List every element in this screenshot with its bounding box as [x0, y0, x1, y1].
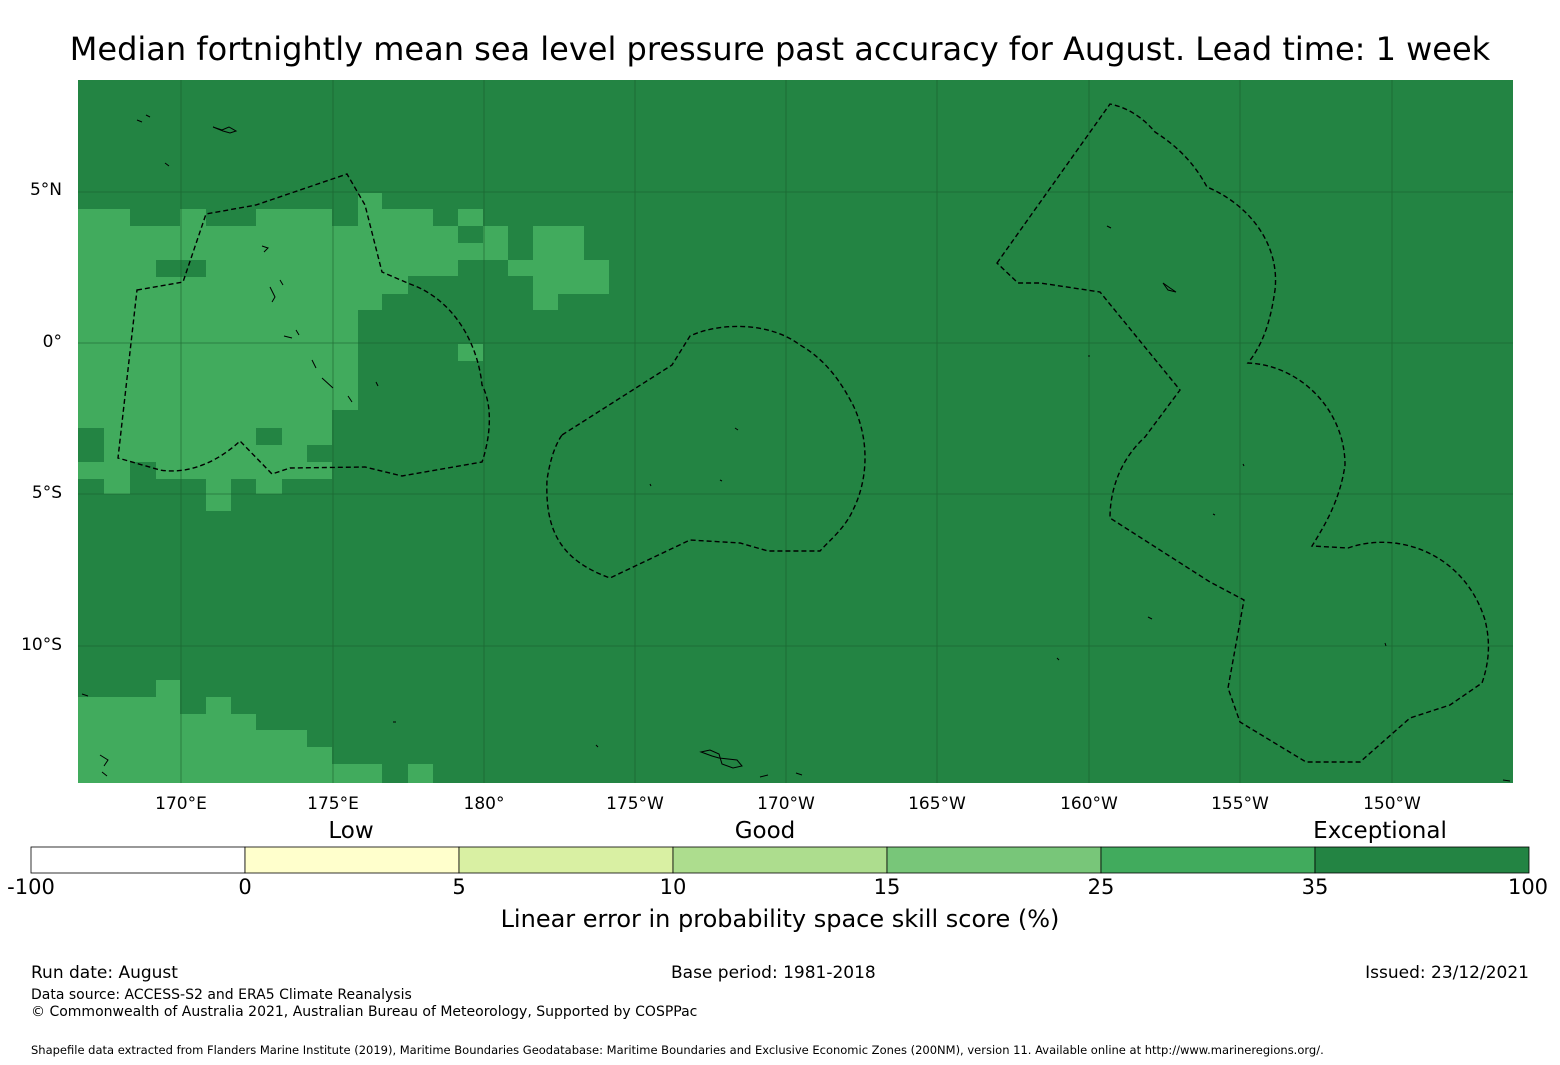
colorbar-tick: 5 [452, 875, 466, 899]
colorbar-tick: 100 [1507, 875, 1549, 899]
colorbar-segment [1100, 846, 1316, 874]
colorbar-tick: 35 [1301, 875, 1329, 899]
legend-category-exceptional: Exceptional [1313, 818, 1447, 844]
colorbar-segment [30, 846, 246, 874]
colorbar-segment [1314, 846, 1530, 874]
issued-date: Issued: 23/12/2021 [1365, 963, 1529, 983]
shapefile-attribution: Shapefile data extracted from Flanders M… [31, 1043, 1324, 1057]
lon-label: 165°W [908, 794, 966, 814]
eez-boundary-kiribati-line [996, 103, 1490, 763]
lat-label: 0° [42, 332, 62, 352]
colorbar-tick: -100 [7, 875, 55, 899]
lon-label: 150°W [1363, 794, 1421, 814]
lat-label: 5°N [29, 180, 62, 200]
legend-category-low: Low [328, 818, 374, 844]
colorbar-tick: 15 [873, 875, 901, 899]
colorbar-segment [886, 846, 1102, 874]
run-date: Run date: August [31, 963, 178, 983]
island-coastlines [81, 114, 1511, 782]
colorbar-segment [672, 846, 888, 874]
colorbar-tick: 25 [1087, 875, 1115, 899]
copyright: © Commonwealth of Australia 2021, Austra… [31, 1004, 698, 1020]
lon-label: 170°E [155, 794, 207, 814]
lon-label: 155°W [1211, 794, 1269, 814]
data-source: Data source: ACCESS-S2 and ERA5 Climate … [31, 987, 412, 1003]
eez-boundary-kiribati-gilberts [117, 173, 491, 477]
skill-region-moderate [78, 193, 609, 783]
lat-label: 10°S [21, 635, 62, 655]
lon-label: 170°W [757, 794, 815, 814]
colorbar [30, 846, 1530, 874]
colorbar-tick: 10 [659, 875, 687, 899]
lon-label: 175°E [307, 794, 359, 814]
colorbar-segment [458, 846, 674, 874]
colorbar-title: Linear error in probability space skill … [500, 905, 1060, 933]
colorbar-segment [244, 846, 460, 874]
lon-label: 180° [463, 794, 505, 814]
lon-label: 160°W [1060, 794, 1118, 814]
colorbar-tick: 0 [238, 875, 252, 899]
legend-category-good: Good [734, 818, 796, 844]
lon-label: 175°W [606, 794, 664, 814]
eez-boundaries [117, 103, 1490, 763]
lat-label: 5°S [31, 483, 62, 503]
map-title: Median fortnightly mean sea level pressu… [69, 30, 1491, 68]
graticule [78, 80, 1513, 783]
base-period: Base period: 1981-2018 [671, 963, 876, 983]
